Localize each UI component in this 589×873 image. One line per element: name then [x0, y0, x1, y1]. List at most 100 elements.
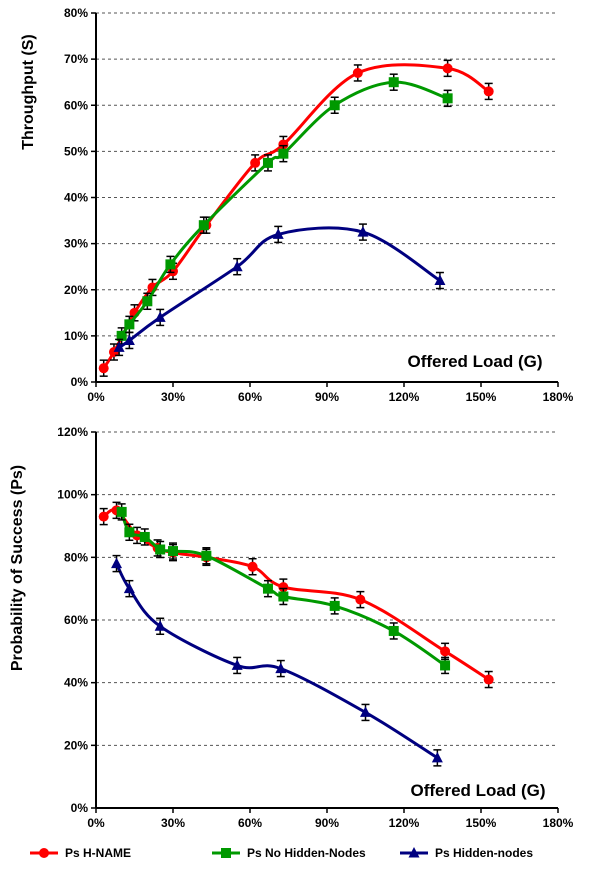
data-point	[388, 625, 399, 636]
data-point	[442, 93, 453, 104]
y-tick-label: 20%	[64, 738, 88, 752]
series-ps-no-hidden-nodes	[116, 73, 453, 345]
data-point	[123, 334, 135, 345]
data-point	[434, 274, 446, 286]
legend-label: Ps H-NAME	[65, 846, 131, 860]
data-point	[250, 157, 261, 168]
x-tick-label: 120%	[389, 816, 420, 830]
data-point	[278, 148, 289, 159]
series-line	[102, 63, 490, 370]
y-axis-label: Probability of Success (Ps)	[9, 465, 26, 671]
y-tick-label: 120%	[57, 425, 88, 439]
data-point	[201, 550, 212, 561]
y-tick-label: 0%	[71, 801, 89, 815]
legend-marker	[408, 847, 420, 858]
x-tick-label: 0%	[87, 390, 105, 404]
x-tick-label: 150%	[466, 816, 497, 830]
series-ps-hidden-nodes	[111, 554, 443, 767]
x-axis-label: Offered Load (G)	[410, 781, 545, 800]
data-point	[262, 583, 273, 594]
x-tick-label: 0%	[87, 816, 105, 830]
data-point	[123, 582, 135, 594]
y-tick-label: 80%	[64, 6, 88, 20]
y-tick-label: 80%	[64, 550, 88, 564]
data-point	[431, 751, 443, 763]
data-point	[329, 600, 340, 611]
legend: Ps H-NAME Ps No Hidden-Nodes Ps Hidden-nod…	[30, 846, 533, 860]
y-tick-label: 60%	[64, 98, 88, 112]
y-tick-label: 40%	[64, 676, 88, 690]
legend-marker	[221, 848, 231, 858]
legend-item: Ps Hidden-nodes	[400, 846, 533, 860]
data-point	[272, 228, 284, 239]
data-point	[139, 531, 150, 542]
data-point	[116, 330, 127, 341]
data-point	[154, 620, 166, 631]
series-ps-no-hidden-nodes	[116, 503, 451, 675]
y-tick-label: 30%	[64, 237, 88, 251]
y-tick-label: 70%	[64, 52, 88, 66]
data-point	[483, 674, 494, 685]
x-tick-label: 90%	[315, 390, 339, 404]
data-point	[352, 67, 363, 78]
x-tick-label: 180%	[543, 390, 574, 404]
data-point	[357, 226, 369, 237]
data-point	[124, 527, 135, 538]
data-point	[278, 591, 289, 602]
series-ps-h-name	[98, 59, 494, 377]
data-point	[113, 341, 125, 352]
y-tick-label: 50%	[64, 144, 88, 158]
data-point	[98, 511, 109, 522]
data-point	[247, 561, 258, 572]
data-point	[142, 296, 153, 307]
data-point	[360, 706, 371, 717]
data-point	[355, 594, 366, 605]
y-tick-label: 40%	[64, 191, 88, 205]
x-tick-label: 120%	[389, 390, 420, 404]
legend-item: Ps H-NAME	[30, 846, 131, 860]
success-probability-chart: 0% 20% 40% 60% 80% 100% 120% 0% 30% 60% 90% 120% 150…	[9, 425, 574, 830]
series-ps-h-name	[98, 501, 494, 689]
data-point	[231, 659, 243, 670]
series-line	[120, 80, 449, 337]
x-tick-label: 60%	[238, 390, 262, 404]
x-tick-label: 60%	[238, 816, 262, 830]
throughput-chart: 0% 10% 20% 30% 40% 50% 60% 70% 80% 0% 30% 60% 90% 120…	[20, 6, 574, 404]
series-ps-hidden-nodes	[113, 223, 446, 357]
data-point	[111, 557, 123, 569]
data-point	[388, 77, 399, 88]
data-point	[440, 660, 451, 671]
data-point	[262, 157, 273, 168]
data-point	[198, 220, 209, 231]
y-tick-label: 0%	[71, 375, 89, 389]
series-line	[118, 226, 441, 349]
data-point	[231, 260, 243, 272]
legend-item: Ps No Hidden-Nodes	[212, 846, 366, 860]
data-point	[278, 139, 289, 150]
y-axis-label: Throughput (S)	[20, 34, 37, 150]
data-point	[278, 582, 289, 593]
x-tick-label: 30%	[161, 390, 185, 404]
data-point	[154, 311, 166, 322]
x-tick-label: 150%	[466, 390, 497, 404]
x-tick-label: 180%	[543, 816, 574, 830]
x-tick-label: 90%	[315, 816, 339, 830]
y-tick-label: 10%	[64, 329, 88, 343]
legend-label: Ps Hidden-nodes	[435, 846, 533, 860]
data-point	[442, 63, 453, 74]
data-point	[483, 86, 494, 97]
data-point	[124, 319, 135, 330]
legend-marker	[39, 848, 49, 858]
data-point	[440, 646, 451, 657]
data-point	[329, 100, 340, 111]
y-tick-label: 100%	[57, 488, 88, 502]
y-tick-label: 60%	[64, 613, 88, 627]
legend-label: Ps No Hidden-Nodes	[247, 846, 366, 860]
data-point	[116, 506, 127, 517]
data-point	[165, 259, 176, 270]
data-point	[98, 363, 109, 374]
data-point	[275, 662, 287, 674]
data-point	[155, 544, 166, 555]
x-tick-label: 30%	[161, 816, 185, 830]
